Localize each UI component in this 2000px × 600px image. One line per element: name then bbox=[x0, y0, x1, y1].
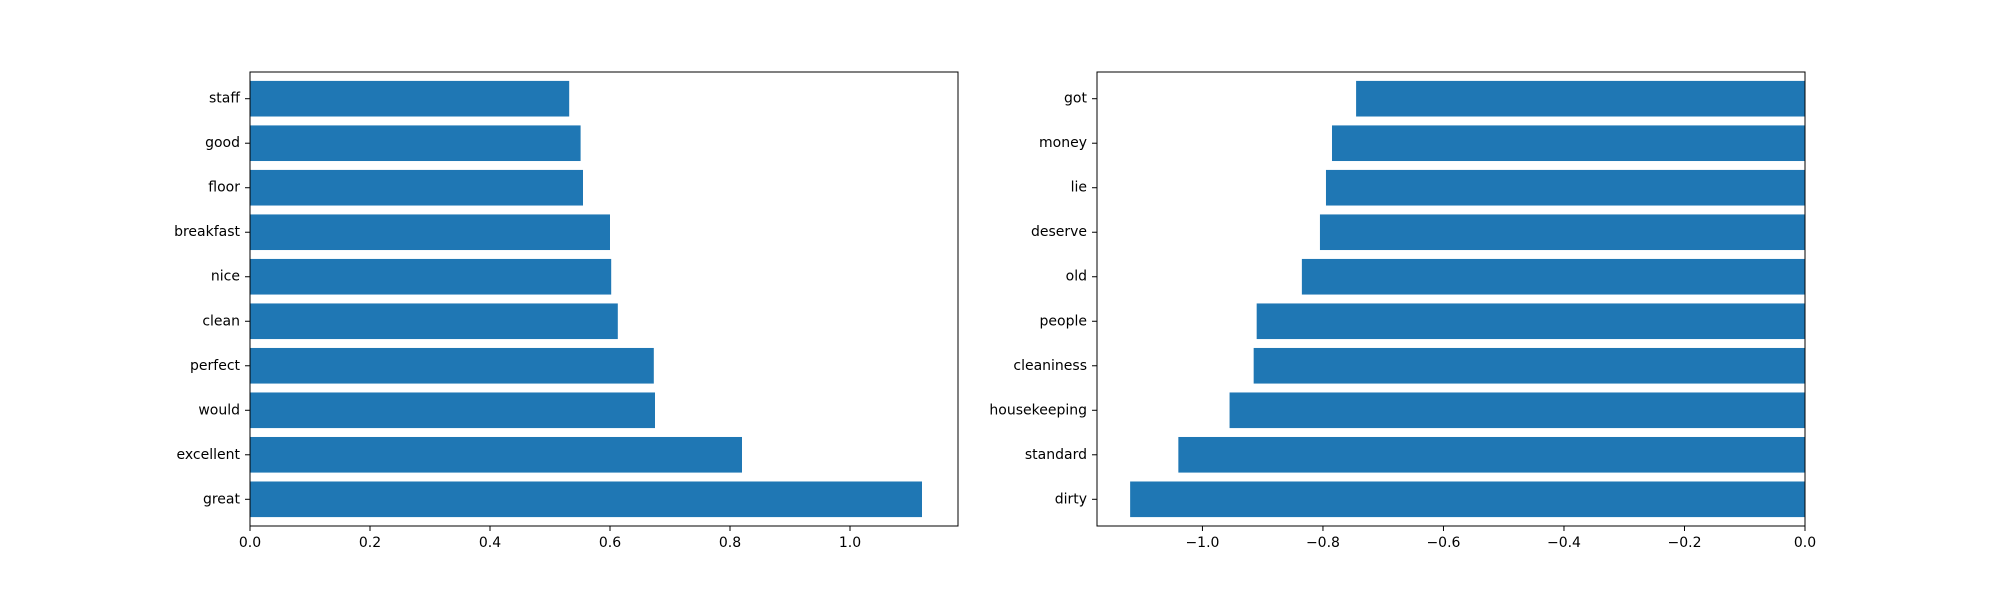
x-tick-label: 0.8 bbox=[719, 535, 741, 551]
x-tick-label: −0.2 bbox=[1667, 535, 1701, 551]
bar-housekeeping bbox=[1229, 392, 1805, 429]
y-tick-label: money bbox=[1039, 135, 1087, 151]
y-tick-label: old bbox=[1066, 269, 1087, 285]
bar-dirty bbox=[1130, 481, 1805, 518]
y-tick-label: clean bbox=[202, 313, 240, 329]
chart-panel-right-negative-words: dirty standard housekeeping cleaniness peopl… bbox=[989, 71, 1816, 551]
y-tick-label: standard bbox=[1025, 447, 1087, 463]
x-tick-label: 1.0 bbox=[839, 535, 861, 551]
bar-floor bbox=[250, 169, 583, 206]
x-tick-label: 0.6 bbox=[599, 535, 621, 551]
y-tick-label: dirty bbox=[1055, 491, 1087, 507]
bar-cleaniness bbox=[1253, 347, 1805, 384]
y-tick-label: good bbox=[205, 135, 240, 151]
axes-frame bbox=[249, 71, 959, 527]
bar-excellent bbox=[250, 436, 742, 473]
y-tick-label: would bbox=[198, 402, 240, 418]
bar-lie bbox=[1325, 169, 1805, 206]
y-tick-label: excellent bbox=[177, 447, 241, 463]
bar-money bbox=[1331, 125, 1805, 162]
y-tick-label: staff bbox=[209, 91, 240, 107]
bar-deserve bbox=[1319, 214, 1805, 251]
bar-standard bbox=[1178, 436, 1805, 473]
bar-got bbox=[1356, 80, 1805, 117]
x-tick-label: −0.8 bbox=[1306, 535, 1340, 551]
y-tick-label: cleaniness bbox=[1013, 358, 1087, 374]
bar-would bbox=[250, 392, 655, 429]
y-tick-label: lie bbox=[1071, 180, 1087, 196]
x-tick-label: −0.4 bbox=[1547, 535, 1581, 551]
chart-panel-left-positive-words: great excellent would perfect clean nice break… bbox=[174, 71, 959, 551]
bar-perfect bbox=[250, 347, 654, 384]
y-tick-label: deserve bbox=[1031, 224, 1087, 240]
x-tick-label: 0.0 bbox=[1794, 535, 1816, 551]
bar-nice bbox=[250, 258, 612, 295]
axes-frame bbox=[1096, 71, 1806, 527]
x-tick-label: −0.6 bbox=[1426, 535, 1460, 551]
y-tick-label: housekeeping bbox=[989, 402, 1087, 418]
x-tick-label: −1.0 bbox=[1185, 535, 1219, 551]
bar-people bbox=[1256, 303, 1805, 340]
y-tick-label: great bbox=[203, 491, 241, 507]
bar-old bbox=[1301, 258, 1805, 295]
bar-staff bbox=[250, 80, 570, 117]
x-tick-label: 0.0 bbox=[239, 535, 261, 551]
y-tick-label: nice bbox=[211, 269, 240, 285]
bar-clean bbox=[250, 303, 618, 340]
y-tick-label: got bbox=[1064, 91, 1087, 107]
y-tick-label: floor bbox=[208, 180, 240, 196]
bar-great bbox=[250, 481, 922, 518]
bar-breakfast bbox=[250, 214, 610, 251]
x-tick-label: 0.4 bbox=[479, 535, 501, 551]
y-tick-label: breakfast bbox=[174, 224, 240, 240]
y-tick-label: perfect bbox=[190, 358, 240, 374]
y-tick-label: people bbox=[1040, 313, 1087, 329]
x-tick-label: 0.2 bbox=[359, 535, 381, 551]
bar-good bbox=[250, 125, 581, 162]
